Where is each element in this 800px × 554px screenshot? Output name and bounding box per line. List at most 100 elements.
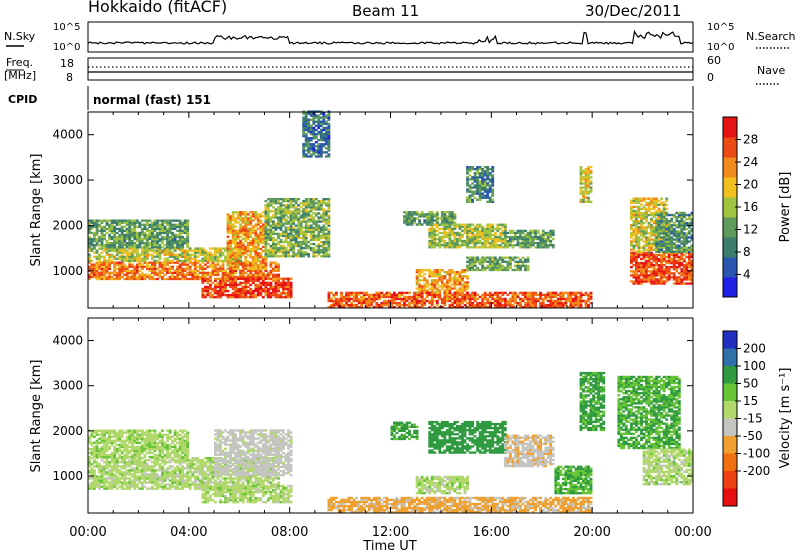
heatmap-cell <box>256 283 260 287</box>
heatmap-cell <box>191 277 195 281</box>
heatmap-cell <box>420 211 424 214</box>
heatmap-cell <box>559 297 563 301</box>
heatmap-cell <box>118 267 122 270</box>
heatmap-cell <box>319 206 323 209</box>
heatmap-cell <box>415 287 419 290</box>
heatmap-cell <box>546 293 550 297</box>
heatmap-cell <box>133 255 137 258</box>
nsky-tick-high: 10^5 <box>53 22 80 33</box>
heatmap-cell <box>544 306 548 309</box>
heatmap-cell <box>259 252 263 255</box>
heatmap-cell <box>488 231 492 235</box>
heatmap-cell <box>483 170 487 173</box>
heatmap-cell <box>274 263 278 266</box>
heatmap-cell <box>526 244 530 247</box>
heatmap-cell <box>309 147 313 150</box>
heatmap-cell <box>473 184 477 187</box>
heatmap-cell <box>211 287 215 291</box>
heatmap-cell <box>473 235 477 239</box>
heatmap-cell <box>312 226 316 229</box>
heatmap-cell <box>90 259 94 263</box>
heatmap-cell <box>579 291 583 295</box>
heatmap-cell <box>135 265 139 268</box>
heatmap-cell <box>110 261 114 264</box>
heatmap-cell <box>100 267 104 270</box>
heatmap-cell <box>294 200 298 203</box>
heatmap-cell <box>241 287 245 291</box>
heatmap-cell <box>509 266 512 270</box>
heatmap-cell <box>488 198 492 202</box>
heatmap-cell <box>435 229 439 233</box>
heatmap-cell <box>234 211 238 214</box>
heatmap-cell <box>481 227 485 231</box>
heatmap-cell <box>125 267 129 270</box>
heatmap-cell <box>239 291 243 295</box>
heatmap-cell <box>287 293 290 297</box>
heatmap-cell <box>448 233 452 237</box>
heatmap-cell <box>680 255 684 259</box>
heatmap-cell <box>657 259 661 263</box>
heatmap-cell <box>466 287 469 290</box>
heatmap-cell <box>98 259 101 263</box>
heatmap-cell <box>690 282 694 285</box>
heatmap-cell <box>491 184 495 187</box>
heatmap-cell <box>514 235 517 239</box>
heatmap-cell <box>312 120 316 123</box>
heatmap-cell <box>249 279 253 282</box>
heatmap-cell <box>312 251 316 254</box>
heatmap-cell <box>309 232 313 236</box>
heatmap-cell <box>103 225 106 229</box>
heatmap-cell <box>219 285 222 289</box>
heatmap-cell <box>660 268 664 271</box>
heatmap-cell <box>667 274 671 277</box>
heatmap-cell <box>410 223 414 226</box>
heatmap-cell <box>483 196 487 199</box>
heatmap-cell <box>274 208 278 211</box>
heatmap-cell <box>456 246 459 249</box>
heatmap-cell <box>456 271 459 274</box>
heatmap-cell <box>483 260 487 263</box>
heatmap-cell <box>375 293 379 297</box>
heatmap-cell <box>269 263 273 266</box>
heatmap-cell <box>254 260 258 263</box>
heatmap-cell <box>254 289 258 293</box>
heatmap-cell <box>130 229 134 233</box>
heatmap-cell <box>327 295 331 299</box>
heatmap-cell <box>123 244 127 247</box>
heatmap-cell <box>476 260 480 263</box>
heatmap-cell <box>307 218 311 221</box>
heatmap-cell <box>183 221 187 224</box>
heatmap-cell <box>423 291 427 295</box>
heatmap-cell <box>415 293 419 297</box>
heatmap-cell <box>551 293 555 297</box>
power-heatmap <box>88 110 694 309</box>
heatmap-cell <box>506 266 510 270</box>
heatmap-cell <box>88 249 91 252</box>
heatmap-cell <box>314 222 318 225</box>
heatmap-cell <box>478 184 482 187</box>
heatmap-cell <box>430 293 434 297</box>
heatmap-cell <box>161 219 164 222</box>
heatmap-cell <box>128 244 132 247</box>
heatmap-cell <box>312 216 316 219</box>
heatmap-cell <box>403 221 406 224</box>
heatmap-cell <box>156 255 159 258</box>
heatmap-cell <box>209 293 212 297</box>
heatmap-cell <box>420 223 424 226</box>
heatmap-cell <box>491 180 495 183</box>
heatmap-cell <box>153 233 157 237</box>
heatmap-cell <box>128 275 132 279</box>
heatmap-cell <box>433 271 437 274</box>
heatmap-cell <box>244 287 248 291</box>
heatmap-cell <box>428 235 432 239</box>
heatmap-cell <box>297 208 301 211</box>
heatmap-cell <box>428 223 432 226</box>
heatmap-cell <box>589 295 593 299</box>
heatmap-cell <box>377 306 381 309</box>
heatmap-cell <box>657 264 661 267</box>
heatmap-cell <box>226 213 230 216</box>
heatmap-cell <box>277 279 280 282</box>
heatmap-cell <box>420 301 424 305</box>
heatmap-cell <box>100 231 104 235</box>
heatmap-cell <box>481 246 485 249</box>
